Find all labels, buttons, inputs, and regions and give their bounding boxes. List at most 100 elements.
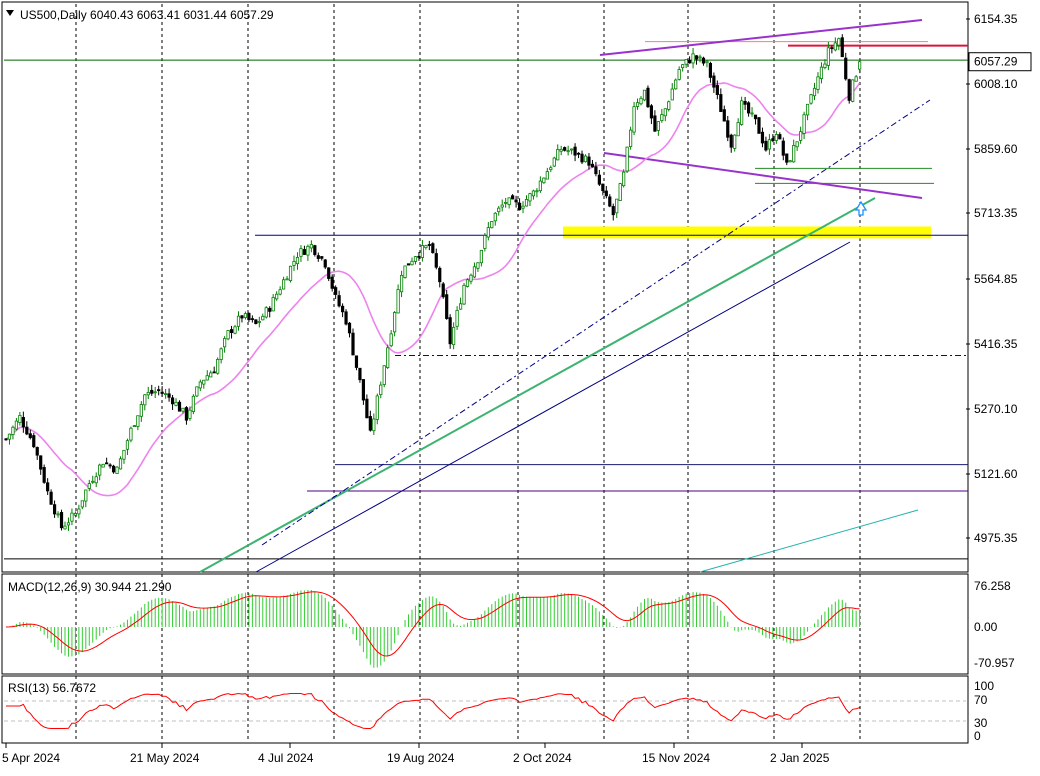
time-axis: 5 Apr 2024 21 May 2024 4 Jul 2024 19 Aug 20…	[2, 743, 830, 765]
candle-body	[629, 129, 633, 148]
candle-body	[87, 483, 91, 489]
candle-body	[736, 122, 740, 137]
candle-body	[399, 274, 404, 293]
candle-body	[521, 205, 525, 209]
macd-tick-label: 0.00	[974, 620, 998, 634]
macd-label: MACD(12,26,9) 30.944 21.290	[8, 580, 172, 594]
candle-body	[441, 283, 445, 298]
candle-body	[799, 131, 803, 141]
candle-body	[216, 359, 220, 374]
candle-body	[663, 108, 667, 117]
candle-body	[445, 294, 449, 319]
candle-body	[455, 310, 459, 327]
candle-body	[261, 315, 265, 321]
y-tick-label: 6154.35	[974, 12, 1018, 26]
candle-body	[302, 249, 307, 255]
candle-body	[594, 166, 598, 175]
arrow-up-icon	[854, 200, 868, 216]
price-panel[interactable]	[1, 1, 969, 573]
candle-body	[101, 463, 105, 468]
candle-body	[268, 307, 272, 312]
candle-body	[309, 244, 313, 249]
candle-body	[21, 417, 25, 428]
candle-body	[493, 212, 497, 222]
candle-body	[32, 435, 36, 448]
candle-body	[132, 425, 136, 427]
candle-body	[639, 97, 643, 105]
candle-body	[233, 326, 237, 334]
candle-body	[340, 305, 345, 313]
candle-body	[275, 293, 279, 300]
candlesticks	[4, 34, 862, 531]
candle-body	[316, 255, 320, 259]
trendline	[261, 99, 931, 546]
candle-body	[601, 183, 605, 192]
candle-body	[70, 512, 74, 522]
current-price-label: 6057.29	[974, 55, 1018, 69]
candle-body	[511, 195, 515, 200]
candle-body	[94, 476, 98, 484]
candle-body	[833, 42, 837, 51]
candle-body	[563, 147, 567, 151]
y-tick-label: 5416.35	[974, 337, 1018, 351]
candle-body	[486, 227, 490, 238]
candle-body	[712, 75, 716, 88]
chart-header: US500,Daily 6040.43 6063.41 6031.44 6057…	[20, 8, 274, 22]
candle-body	[223, 338, 227, 348]
x-tick-label: 2 Jan 2025	[770, 751, 830, 765]
candle-body	[660, 114, 664, 122]
candle-body	[278, 289, 282, 295]
candle-body	[167, 393, 171, 398]
dropdown-triangle-icon[interactable]	[6, 10, 14, 16]
candle-body	[701, 57, 706, 64]
trendline	[699, 509, 919, 573]
candle-body	[785, 153, 789, 163]
candle-body	[129, 427, 133, 441]
candle-body	[7, 433, 12, 440]
candle-body	[590, 163, 595, 168]
x-tick-label: 5 Apr 2024	[2, 751, 60, 765]
candle-body	[424, 245, 428, 249]
rsi-tick-label: 0	[974, 729, 981, 743]
candle-body	[80, 500, 84, 508]
candle-body	[403, 265, 407, 278]
candle-body	[46, 482, 50, 492]
candle-body	[545, 171, 549, 180]
candle-body	[306, 245, 310, 256]
candle-body	[406, 263, 411, 266]
candle-body	[42, 467, 46, 483]
price-axis: 6154.35 6008.10 5859.60 5713.35 5564.85 5416.…	[966, 12, 1018, 743]
candle-body	[229, 329, 234, 334]
candle-body	[143, 394, 147, 406]
trendlines	[199, 19, 931, 573]
candle-body	[28, 433, 32, 439]
rsi-panel[interactable]	[1, 675, 969, 744]
candle-body	[542, 177, 546, 184]
candle-body	[427, 244, 431, 246]
candle-body	[646, 87, 650, 108]
candle-body	[566, 150, 570, 153]
candle-body	[462, 284, 466, 305]
candle-body	[767, 139, 772, 150]
candle-body	[483, 235, 487, 249]
candle-body	[365, 398, 369, 419]
candle-body	[608, 196, 612, 207]
candle-body	[802, 114, 806, 134]
candle-body	[746, 102, 751, 114]
candle-body	[198, 381, 202, 389]
candle-body	[417, 255, 421, 258]
candle-body	[726, 120, 730, 138]
candle-body	[14, 420, 19, 430]
candle-body	[4, 438, 8, 441]
candle-body	[635, 102, 640, 107]
candle-body	[604, 190, 608, 197]
candle-body	[649, 105, 654, 119]
candle-body	[851, 79, 855, 102]
candle-body	[18, 415, 22, 423]
candle-body	[805, 103, 810, 116]
candle-body	[840, 37, 844, 58]
candle-body	[146, 392, 150, 396]
x-tick-label: 19 Aug 2024	[387, 751, 455, 765]
